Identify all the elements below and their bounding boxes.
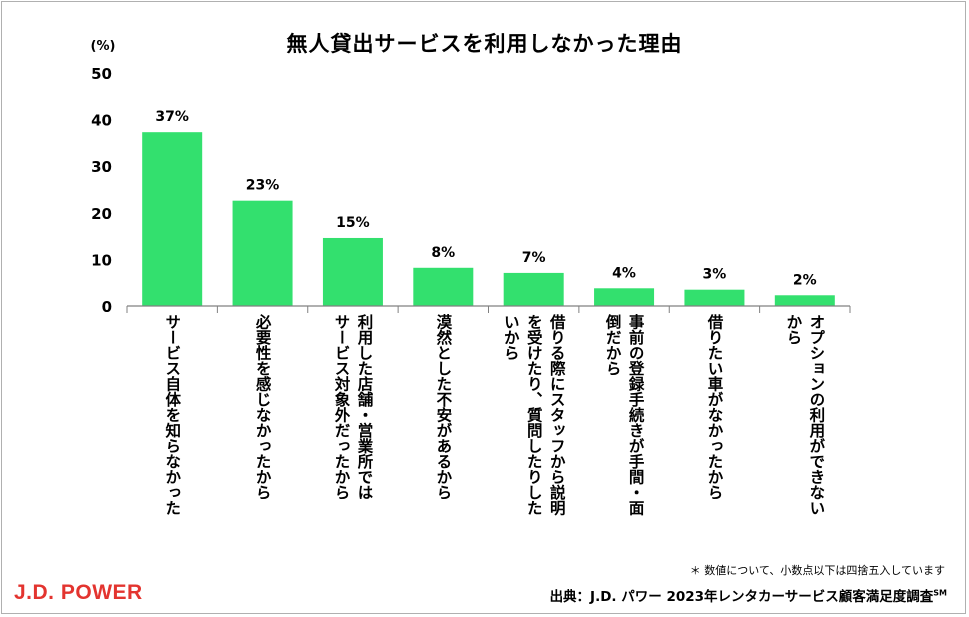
data-label: 4% (612, 265, 636, 281)
source-line: 出典：J.D. パワー 2023年レンタカーサービス顧客満足度調査SM (549, 585, 947, 606)
category-label: 利用した店舗・営業所では (355, 313, 374, 501)
y-tick-label: 50 (91, 65, 112, 83)
jd-power-logo: J.D. POWER (14, 581, 143, 604)
category-label: 漠然とした不安があるから (434, 314, 452, 501)
y-tick-label: 0 (102, 298, 112, 316)
data-label: 8% (431, 245, 455, 261)
y-tick-label: 30 (91, 158, 112, 176)
data-label: 3% (703, 267, 727, 283)
category-label: 倒だから (604, 313, 623, 377)
bar (774, 295, 835, 306)
category-label: 必要性を感じなかったから (254, 313, 273, 501)
category-label: いから (502, 314, 520, 361)
category-label: オプションの利用ができない (807, 314, 825, 516)
data-label: 15% (336, 215, 370, 231)
category-label: を受けたり、質問したりした (525, 314, 543, 516)
data-label: 2% (793, 272, 817, 288)
category-label: サービス対象外だったから (332, 314, 351, 500)
chart-title: 無人貸出サービスを利用しなかった理由 (286, 32, 683, 56)
bar (322, 237, 383, 306)
data-label: 37% (155, 109, 189, 125)
data-label: 7% (522, 250, 546, 266)
category-label: から (784, 314, 802, 346)
y-tick-label: 20 (91, 205, 112, 223)
category-label: 借りる際にスタッフから説明 (548, 313, 567, 517)
category-label: 借りたい車がなかったから (705, 313, 724, 501)
service-mark: SM (933, 588, 947, 598)
category-label: 事前の登録手続きが手間・面 (627, 314, 646, 517)
bar (142, 132, 203, 306)
category-label: サービス自体を知らなかった (163, 314, 181, 516)
data-label: 23% (246, 178, 280, 194)
y-tick-label: 10 (91, 251, 112, 269)
bar (503, 272, 564, 306)
source-text: 出典：J.D. パワー 2023年レンタカーサービス顧客満足度調査 (549, 589, 934, 605)
y-tick-label: 40 (91, 112, 112, 130)
bar (684, 289, 745, 306)
bar (594, 288, 655, 306)
footnote: ＊ 数値について、小数点以下は四捨五入しています (689, 564, 945, 577)
bar (413, 267, 474, 306)
y-axis-unit: (%) (91, 39, 116, 54)
bar (232, 200, 293, 306)
